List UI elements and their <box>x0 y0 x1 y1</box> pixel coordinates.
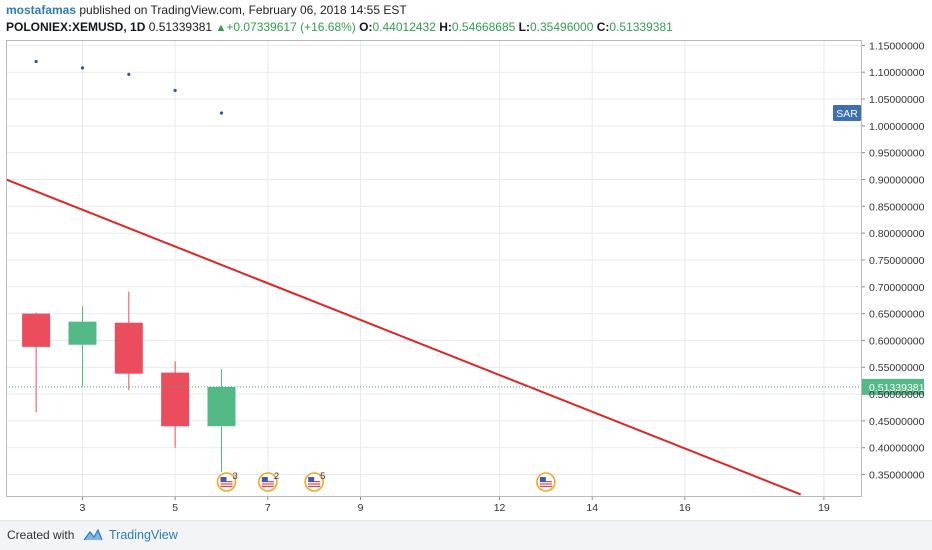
change-up-icon: ▲ <box>215 22 227 34</box>
us-flag-event-icon[interactable] <box>536 472 556 492</box>
candle-body <box>22 313 51 347</box>
last-price-line-layer: 0.51339381 <box>6 378 925 395</box>
sar-dot <box>80 66 85 70</box>
candle-body <box>207 386 236 427</box>
y-tick-label: 0.45000000 <box>869 416 925 428</box>
candle-body <box>68 321 97 345</box>
y-tick-label: 0.85000000 <box>869 201 925 213</box>
open-value: 0.44012432 <box>372 20 436 34</box>
x-tick-label: 3 <box>80 502 86 514</box>
last-price-tag-label: 0.51339381 <box>869 382 925 394</box>
y-tick-label: 0.50000000 <box>869 389 925 401</box>
close-value: 0.51339381 <box>609 20 673 34</box>
sar-layer: SAR <box>34 59 861 121</box>
flag-canton <box>308 477 315 482</box>
candle-bullish <box>207 369 236 472</box>
sar-dot <box>173 88 177 93</box>
flag-canton <box>539 477 546 482</box>
candle-bullish <box>68 306 97 387</box>
low-label: L: <box>518 20 530 34</box>
low-value: 0.35496000 <box>529 20 594 34</box>
grid <box>6 40 861 496</box>
chart-header: mostafamas published on TradingView.com,… <box>6 2 926 36</box>
axes: 1.15000000 1.10000000 1.05000000 1.00000000… <box>6 40 925 514</box>
y-tick-label: 0.75000000 <box>869 255 925 267</box>
x-tick-label: 12 <box>494 502 506 514</box>
y-tick-label: 0.60000000 <box>869 335 925 347</box>
trendline-layer <box>6 178 802 496</box>
sar-dot <box>127 72 131 76</box>
x-tick-label: 19 <box>818 502 830 514</box>
flag-stripe <box>308 483 321 485</box>
y-tick-label: 0.40000000 <box>869 443 925 455</box>
candle-body <box>161 372 190 427</box>
flag-stripe <box>220 485 233 487</box>
y-tick-label: 1.10000000 <box>869 67 925 79</box>
tradingview-cloud-icon[interactable] <box>82 526 104 544</box>
high-value: 0.54668685 <box>451 20 516 34</box>
x-tick-label: 7 <box>265 502 271 514</box>
x-tick-label: 9 <box>358 502 364 514</box>
us-flag-event-icon[interactable]: 3 <box>216 471 238 492</box>
flag-canton <box>261 477 268 482</box>
y-tick-label: 0.65000000 <box>869 309 925 321</box>
event-count: 5 <box>320 471 325 482</box>
publish-line: mostafamas published on TradingView.com,… <box>6 2 926 19</box>
sar-dot <box>219 111 224 115</box>
trendline <box>6 178 802 496</box>
flag-stripe <box>261 485 274 487</box>
candle-bearish <box>22 312 51 413</box>
symbol-line: POLONIEX:XEMUSD, 1D 0.51339381 ▲+0.07339… <box>6 19 926 36</box>
flag-stripe <box>261 483 274 485</box>
last-price-tag <box>862 378 924 395</box>
y-tick-label: 0.95000000 <box>869 148 925 160</box>
y-tick-label: 0.35000000 <box>869 470 925 482</box>
author-link[interactable]: mostafamas <box>6 3 77 17</box>
high-label: H: <box>439 20 452 34</box>
y-tick-label: 1.15000000 <box>869 40 925 52</box>
plot-frame <box>6 40 862 497</box>
y-tick-label: 0.80000000 <box>869 228 925 240</box>
y-tick-label: 1.05000000 <box>869 94 925 106</box>
flag-stripe <box>539 483 552 485</box>
last-price: 0.51339381 <box>148 20 213 34</box>
flag-stripe <box>539 485 552 487</box>
flag-stripe <box>308 485 321 487</box>
published-text: published on TradingView.com, February 0… <box>79 3 407 17</box>
x-tick-label: 16 <box>679 502 691 514</box>
candle-bearish <box>161 361 190 448</box>
footer: Created with TradingView <box>0 520 932 550</box>
flag-canton <box>220 477 227 482</box>
candle-body <box>114 322 143 374</box>
candles-layer <box>22 291 236 472</box>
y-tick-label: 0.90000000 <box>869 174 925 186</box>
chart-background <box>6 40 926 516</box>
tradingview-brand-link[interactable]: TradingView <box>109 528 178 542</box>
sar-tag-label: SAR <box>836 108 858 120</box>
close-label: C: <box>596 20 610 34</box>
us-flag-event-icon[interactable]: 5 <box>304 471 325 492</box>
events-layer: 3 2 5 <box>216 471 556 492</box>
y-tick-label: 0.55000000 <box>869 362 925 374</box>
candle-bearish <box>114 291 143 391</box>
x-tick-label: 14 <box>586 502 598 514</box>
x-tick-label: 5 <box>172 502 178 514</box>
y-tick-label: 1.00000000 <box>869 121 925 133</box>
created-with-text: Created with <box>7 528 75 542</box>
open-label: O: <box>359 20 373 34</box>
sar-tag <box>833 104 861 121</box>
change-value: +0.07339617 (+16.68%) <box>226 20 356 34</box>
event-count: 2 <box>274 471 279 482</box>
event-count: 3 <box>232 471 237 482</box>
us-flag-event-icon[interactable]: 2 <box>258 471 279 492</box>
y-tick-label: 0.70000000 <box>869 282 925 294</box>
symbol-label[interactable]: POLONIEX:XEMUSD, 1D <box>6 20 146 34</box>
flag-stripe <box>220 483 233 485</box>
sar-dot <box>34 59 38 64</box>
